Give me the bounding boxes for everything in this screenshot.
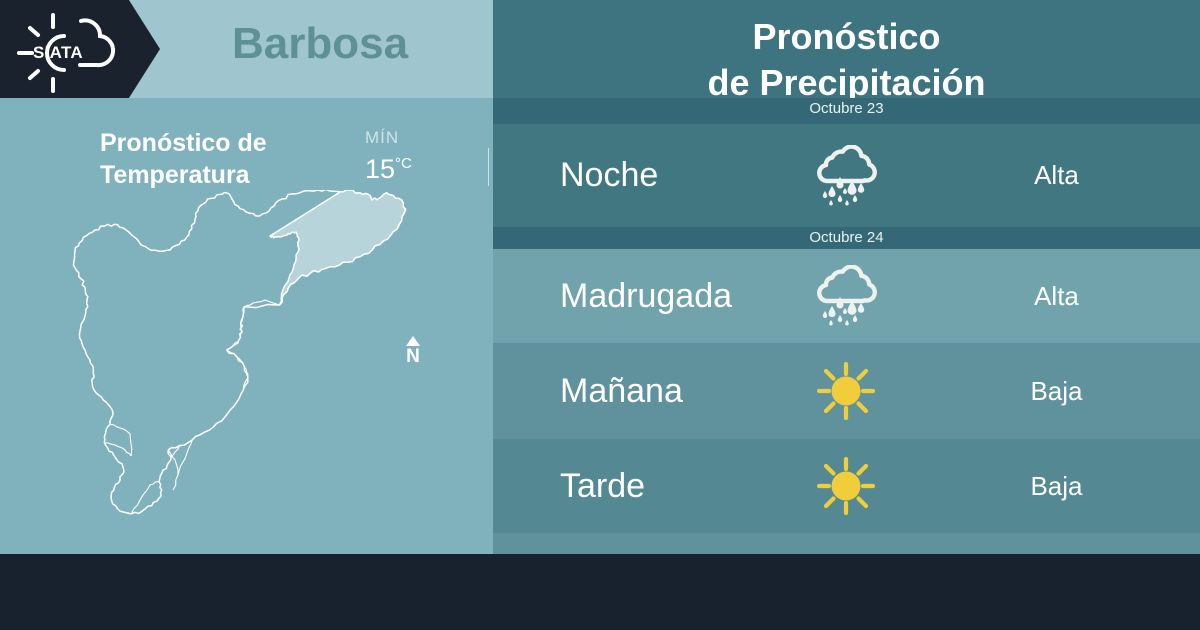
svg-text:SIATA: SIATA — [33, 43, 83, 62]
